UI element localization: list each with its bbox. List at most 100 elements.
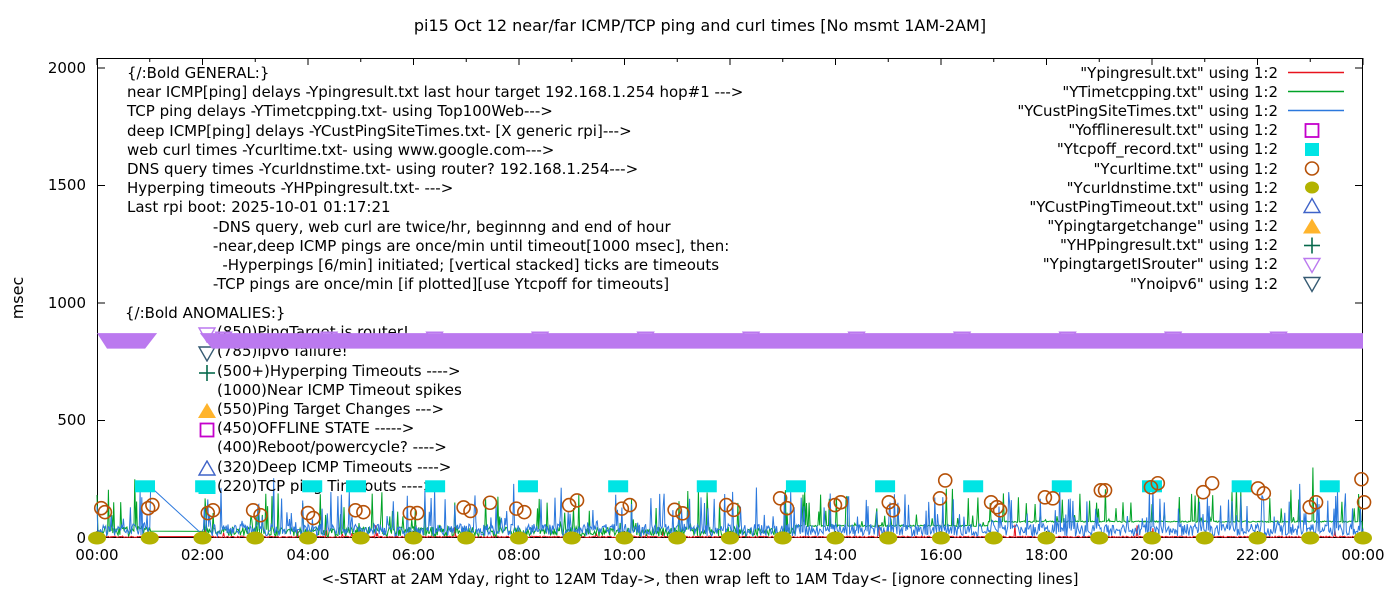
x-tick-label: 10:00 — [602, 546, 647, 564]
anomaly-text: (400)Reboot/powercycle? ----> — [217, 438, 447, 457]
legend-entry: "YCustPingSiteTimes.txt" using 1:2 — [880, 101, 1350, 120]
open-triangle-up-icon — [1302, 197, 1322, 214]
anomaly-text: (500+)Hyperping Timeouts ----> — [217, 361, 461, 380]
general-annotation-line: -Hyperpings [6/min] initiated; [vertical… — [127, 255, 720, 274]
legend-entry-label: "YpingtargetISrouter" using 1:2 — [1042, 255, 1278, 274]
x-tick-label: 18:00 — [1024, 546, 1069, 564]
legend-entry: "Ypingtargetchange" using 1:2 — [880, 217, 1350, 236]
x-tick-label: 12:00 — [708, 546, 752, 564]
x-tick-label: 00:00 — [1341, 546, 1385, 564]
anomaly-text: (785)ipv6 failure! — [217, 342, 348, 361]
general-annotation-line: deep ICMP[ping] delays -YCustPingSiteTim… — [127, 121, 632, 140]
legend-entry: "Ynoipv6" using 1:2 — [880, 274, 1350, 294]
legend-sample — [1304, 122, 1320, 138]
anomaly-text: (450)OFFLINE STATE -----> — [217, 419, 415, 438]
filled-square-icon — [1305, 142, 1319, 156]
y-tick-label: 2000 — [47, 58, 86, 77]
anomaly-text: (1000)Near ICMP Timeout spikes — [217, 380, 462, 399]
legend-sample — [1288, 110, 1344, 112]
general-annotation-block: {/:Bold GENERAL:} near ICMP[ping] delays … — [127, 64, 743, 294]
anomaly-marker-open-square-icon — [199, 422, 215, 438]
anomaly-line: (320)Deep ICMP Timeouts ----> — [125, 458, 451, 477]
general-annotation-line: near ICMP[ping] delays -Ypingresult.txt … — [127, 83, 744, 102]
x-tick-label: 04:00 — [286, 546, 330, 564]
open-triangle-down-icon — [1302, 276, 1322, 294]
anomaly-line: (1000)Near ICMP Timeout spikes — [125, 381, 462, 400]
anomaly-marker-open-triangle-down-icon — [197, 346, 217, 363]
legend: "Ypingresult.txt" using 1:2 "YTimetcpping… — [880, 63, 1350, 294]
filled-triangle-up-icon — [1303, 218, 1321, 234]
open-triangle-down-icon — [197, 327, 217, 344]
legend-entry-label: "Ynoipv6" using 1:2 — [1130, 274, 1278, 293]
anomaly-text: (220)TCP ping Timeouts ----> — [217, 476, 436, 495]
anomaly-marker-plus-icon — [199, 364, 215, 381]
legend-sample — [1305, 181, 1319, 194]
anomalies-annotation-block: {/:Bold ANOMALIES:} (850)PingTarget is ro… — [125, 304, 462, 496]
x-tick-label: 22:00 — [1235, 546, 1280, 564]
y-tick-label: 1500 — [47, 176, 86, 194]
legend-entry-label: "Ypingresult.txt" using 1:2 — [1080, 63, 1278, 82]
anomaly-line: (850)PingTarget is router! — [125, 323, 409, 344]
anomaly-marker-filled-square-icon — [198, 481, 216, 494]
legend-sample — [1304, 161, 1320, 176]
anomaly-text: (550)Ping Target Changes ---> — [217, 399, 445, 418]
general-annotation-line: {/:Bold GENERAL:} — [127, 64, 270, 82]
legend-entry: "YHPpingresult.txt" using 1:2 — [880, 236, 1350, 255]
general-annotation-line: TCP ping delays -YTimetcpping.txt- using… — [127, 102, 553, 121]
open-triangle-down-icon — [1302, 257, 1322, 274]
legend-sample — [1302, 197, 1322, 214]
legend-entry-label: "YCustPingTimeout.txt" using 1:2 — [1029, 197, 1278, 216]
legend-entry-label: "YCustPingSiteTimes.txt" using 1:2 — [1017, 101, 1278, 120]
anomaly-line: (500+)Hyperping Timeouts ----> — [125, 362, 461, 381]
open-square-icon — [199, 422, 215, 438]
anomaly-line: (785)ipv6 failure! — [125, 342, 348, 363]
general-annotation-line: DNS query times -Ycurldnstime.txt- using… — [127, 159, 639, 178]
anomaly-marker-open-triangle-up-icon — [197, 459, 217, 476]
open-circle-icon — [1304, 161, 1320, 176]
anomaly-marker-filled-triangle-up-icon — [198, 402, 216, 418]
legend-entry-label: "Ycurldnstime.txt" using 1:2 — [1066, 178, 1278, 197]
general-annotation-line: -TCP pings are once/min [if plotted][use… — [127, 275, 670, 294]
general-annotation-line: web curl times -Ycurltime.txt- using www… — [127, 140, 555, 159]
x-axis-label: <-START at 2AM Yday, right to 12AM Tday-… — [321, 570, 1079, 588]
legend-sample — [1288, 90, 1344, 93]
anomaly-marker-open-triangle-down-icon — [197, 327, 217, 344]
legend-entry: "YpingtargetISrouter" using 1:2 — [880, 255, 1350, 274]
legend-entry-label: "Ycurltime.txt" using 1:2 — [1093, 159, 1278, 178]
filled-triangle-up-icon — [198, 402, 216, 418]
legend-entry-label: "Ypingtargetchange" using 1:2 — [1047, 217, 1278, 236]
x-tick-label: 06:00 — [391, 546, 436, 564]
x-tick-label: 20:00 — [1130, 546, 1174, 564]
anomaly-line: (450)OFFLINE STATE -----> — [125, 419, 414, 438]
legend-entry-label: "Ytcpoff_record.txt" using 1:2 — [1056, 140, 1278, 159]
legend-entry: "Ypingresult.txt" using 1:2 — [880, 63, 1350, 82]
anomaly-text: (850)PingTarget is router! — [217, 323, 409, 342]
open-triangle-down-icon — [197, 346, 217, 363]
x-tick-label: 14:00 — [813, 546, 858, 564]
anomaly-line: (220)TCP ping Timeouts ----> — [125, 477, 435, 496]
legend-sample — [1305, 142, 1319, 156]
legend-entry: "Yofflineresult.txt" using 1:2 — [880, 121, 1350, 140]
open-square-icon — [1304, 122, 1320, 138]
legend-sample — [1288, 71, 1344, 74]
anomaly-line: (400)Reboot/powercycle? ----> — [125, 438, 447, 457]
y-tick-label: 1000 — [47, 293, 86, 312]
general-annotation-line: Last rpi boot: 2025-10-01 01:17:21 — [127, 198, 391, 217]
legend-entry-label: "YHPpingresult.txt" using 1:2 — [1059, 236, 1278, 255]
general-annotation-line: -near,deep ICMP pings are once/min until… — [127, 236, 730, 255]
legend-sample — [1303, 218, 1321, 234]
open-triangle-up-icon — [197, 459, 217, 476]
anomalies-heading: {/:Bold ANOMALIES:} — [125, 304, 286, 322]
x-tick-label: 00:00 — [75, 546, 119, 564]
anomaly-line: (550)Ping Target Changes ---> — [125, 400, 444, 419]
filled-circle-icon — [1305, 181, 1319, 194]
x-tick-label: 16:00 — [919, 546, 963, 564]
y-tick-label: 500 — [57, 411, 86, 429]
legend-entry: "YTimetcpping.txt" using 1:2 — [880, 82, 1350, 101]
legend-entry: "YCustPingTimeout.txt" using 1:2 — [880, 197, 1350, 216]
y-tick-label: 0 — [76, 528, 86, 547]
x-tick-label: 02:00 — [180, 546, 225, 564]
legend-entry-label: "YTimetcpping.txt" using 1:2 — [1062, 82, 1278, 101]
legend-entry: "Ycurltime.txt" using 1:2 — [880, 159, 1350, 178]
